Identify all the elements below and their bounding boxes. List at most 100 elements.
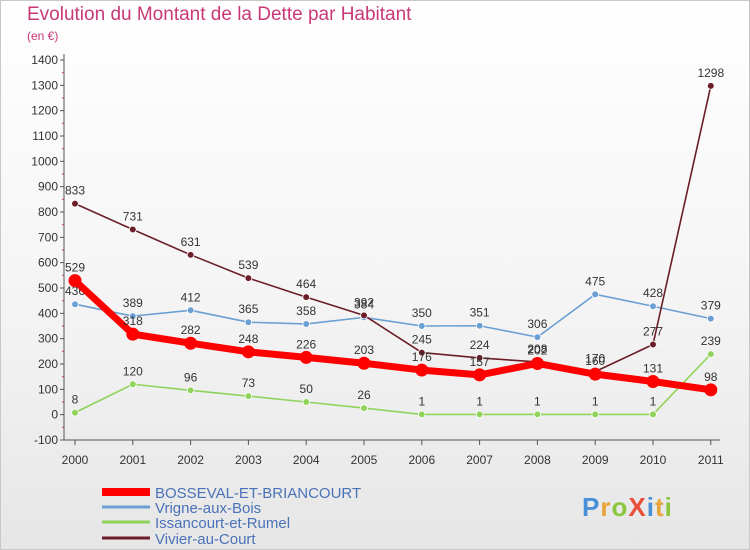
data-label: 539 bbox=[238, 258, 258, 272]
x-tick-label: 2008 bbox=[524, 453, 551, 467]
data-point bbox=[71, 300, 79, 309]
data-label: 248 bbox=[238, 332, 258, 346]
data-label: 120 bbox=[123, 364, 143, 378]
data-label: 170 bbox=[585, 352, 605, 366]
data-label: 245 bbox=[412, 333, 432, 347]
y-tick-label: 300 bbox=[38, 332, 58, 346]
y-tick-label: 0 bbox=[51, 408, 58, 422]
data-label: 384 bbox=[354, 297, 374, 311]
data-point bbox=[244, 392, 253, 400]
x-tick-label: 2000 bbox=[62, 453, 89, 467]
y-tick-label: 1300 bbox=[31, 78, 58, 92]
data-point bbox=[646, 374, 660, 388]
legend-label: BOSSEVAL-ET-BRIANCOURT bbox=[155, 485, 361, 502]
data-point bbox=[68, 274, 82, 288]
data-label: 224 bbox=[470, 338, 490, 352]
data-label: 412 bbox=[181, 290, 201, 304]
y-tick-label: 400 bbox=[38, 306, 58, 320]
data-point bbox=[129, 225, 137, 234]
data-label: 731 bbox=[123, 209, 143, 223]
data-point bbox=[129, 380, 137, 389]
data-point bbox=[417, 348, 426, 357]
data-label: 1 bbox=[476, 394, 483, 408]
y-tick-label: 1400 bbox=[31, 53, 58, 67]
data-point bbox=[186, 306, 195, 315]
data-label: 160 bbox=[585, 354, 605, 368]
data-label: 131 bbox=[643, 361, 663, 375]
data-point bbox=[533, 410, 542, 419]
y-tick-label: 1200 bbox=[31, 104, 58, 118]
data-point bbox=[126, 327, 140, 341]
data-point bbox=[299, 350, 313, 364]
data-point bbox=[360, 311, 368, 320]
data-label: 379 bbox=[701, 299, 721, 313]
data-label: 1298 bbox=[697, 66, 724, 80]
series-line-2 bbox=[74, 85, 712, 373]
chart-title: Evolution du Montant de la Dette par Hab… bbox=[27, 4, 412, 25]
y-tick-label: -100 bbox=[34, 433, 58, 447]
data-label: 365 bbox=[238, 302, 258, 316]
data-label: 50 bbox=[300, 382, 314, 396]
y-tick-label: 1000 bbox=[31, 154, 58, 168]
data-label: 73 bbox=[242, 376, 256, 390]
data-label: 392 bbox=[354, 295, 374, 309]
x-tick-label: 2005 bbox=[351, 453, 378, 467]
data-point bbox=[417, 410, 426, 419]
data-label: 98 bbox=[704, 370, 718, 384]
y-tick-label: 200 bbox=[38, 357, 58, 371]
data-label: 389 bbox=[123, 296, 143, 310]
series-line-0 bbox=[74, 293, 712, 338]
data-point bbox=[415, 363, 429, 377]
y-tick-label: 100 bbox=[38, 382, 58, 396]
series-line-3 bbox=[71, 277, 715, 394]
series-line-1 bbox=[74, 353, 712, 416]
data-point bbox=[244, 318, 253, 327]
data-label: 203 bbox=[354, 343, 374, 357]
data-point bbox=[302, 320, 311, 328]
data-label: 239 bbox=[701, 334, 721, 348]
x-tick-label: 2011 bbox=[698, 453, 724, 467]
data-label: 358 bbox=[296, 304, 316, 318]
data-point bbox=[530, 356, 544, 370]
data-point bbox=[649, 302, 657, 311]
data-label: 202 bbox=[527, 343, 547, 357]
data-label: 350 bbox=[412, 306, 432, 320]
data-point bbox=[591, 290, 599, 299]
chart-unit-label: (en €) bbox=[27, 29, 59, 43]
data-point bbox=[186, 251, 195, 259]
data-label: 226 bbox=[296, 337, 316, 351]
legend-label: Issancourt-et-Rumel bbox=[155, 515, 290, 532]
proxiti-logo: ProXiti bbox=[582, 492, 673, 522]
data-label: 208 bbox=[527, 342, 547, 356]
data-point bbox=[706, 82, 715, 90]
data-label: 96 bbox=[184, 370, 198, 384]
data-point bbox=[302, 398, 311, 406]
data-label: 1 bbox=[418, 394, 425, 408]
data-label: 1 bbox=[592, 394, 599, 408]
data-label: 176 bbox=[412, 350, 432, 364]
data-label: 529 bbox=[65, 261, 85, 275]
data-label: 26 bbox=[357, 388, 371, 402]
y-tick-label: 600 bbox=[38, 256, 58, 270]
data-point bbox=[473, 368, 487, 382]
data-point bbox=[71, 408, 79, 417]
data-point bbox=[706, 350, 715, 358]
data-point bbox=[360, 404, 368, 412]
data-point bbox=[184, 336, 198, 350]
data-label: 8 bbox=[72, 393, 79, 407]
data-point bbox=[241, 345, 255, 359]
x-tick-label: 2002 bbox=[177, 453, 204, 467]
y-tick-label: 900 bbox=[38, 180, 58, 194]
data-point bbox=[649, 410, 657, 419]
data-point bbox=[475, 410, 484, 419]
data-label: 351 bbox=[470, 306, 490, 320]
legend-label: Vivier-au-Court bbox=[155, 531, 256, 548]
data-label: 277 bbox=[643, 324, 663, 338]
data-point bbox=[71, 199, 79, 208]
data-point bbox=[186, 386, 195, 395]
y-tick-label: 700 bbox=[38, 230, 58, 244]
x-tick-label: 2010 bbox=[640, 453, 667, 467]
x-tick-label: 2003 bbox=[235, 453, 262, 467]
